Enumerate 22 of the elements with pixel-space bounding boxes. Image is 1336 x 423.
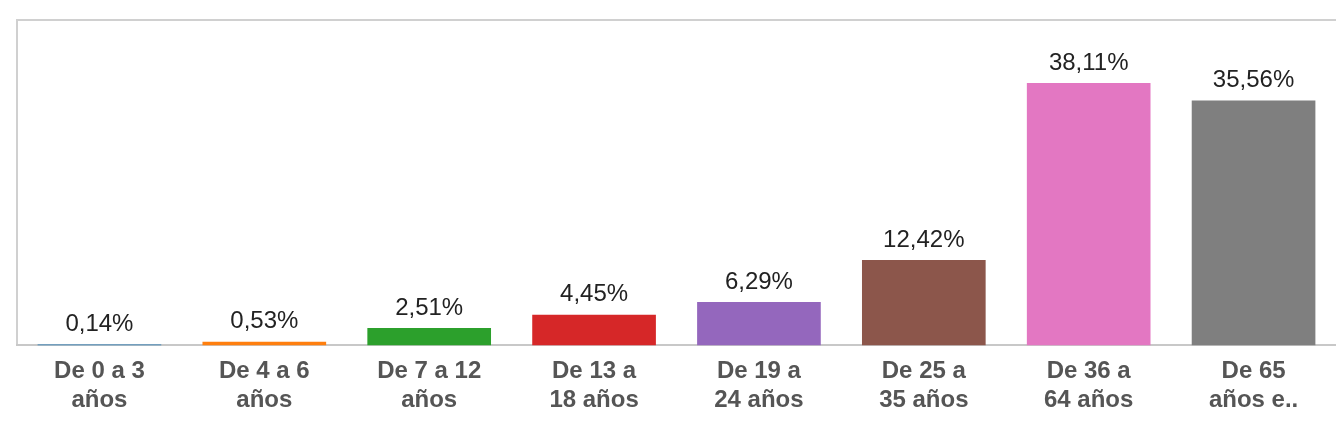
x-tick-label: De 36 a 64 años (1043, 356, 1134, 413)
bar (1026, 83, 1151, 346)
x-tick-label: De 13 a 18 años (549, 356, 639, 413)
x-tick-label: De 25 a 35 años (879, 356, 969, 413)
bar (532, 314, 656, 346)
x-tick-label: De 7 a 12 años (377, 356, 482, 413)
data-label: 4,45% (560, 279, 629, 307)
data-label: 12,42% (883, 224, 965, 252)
data-label: 0,14% (65, 309, 134, 337)
x-tick-label: De 4 a 6 años (218, 356, 310, 413)
bar (1191, 100, 1316, 346)
data-label: 2,51% (395, 292, 464, 320)
x-tick-label: De 19 a 24 años (714, 356, 804, 413)
data-label: 38,11% (1048, 47, 1129, 75)
bar (861, 259, 986, 346)
data-label: 0,53% (230, 306, 299, 334)
x-tick-label: De 65 años e.. (1208, 356, 1299, 413)
x-tick-label: De 0 a 3 años (54, 356, 145, 413)
data-label: 35,56% (1212, 65, 1295, 93)
bar (697, 302, 821, 346)
bar (367, 328, 492, 346)
data-label: 6,29% (724, 266, 793, 294)
